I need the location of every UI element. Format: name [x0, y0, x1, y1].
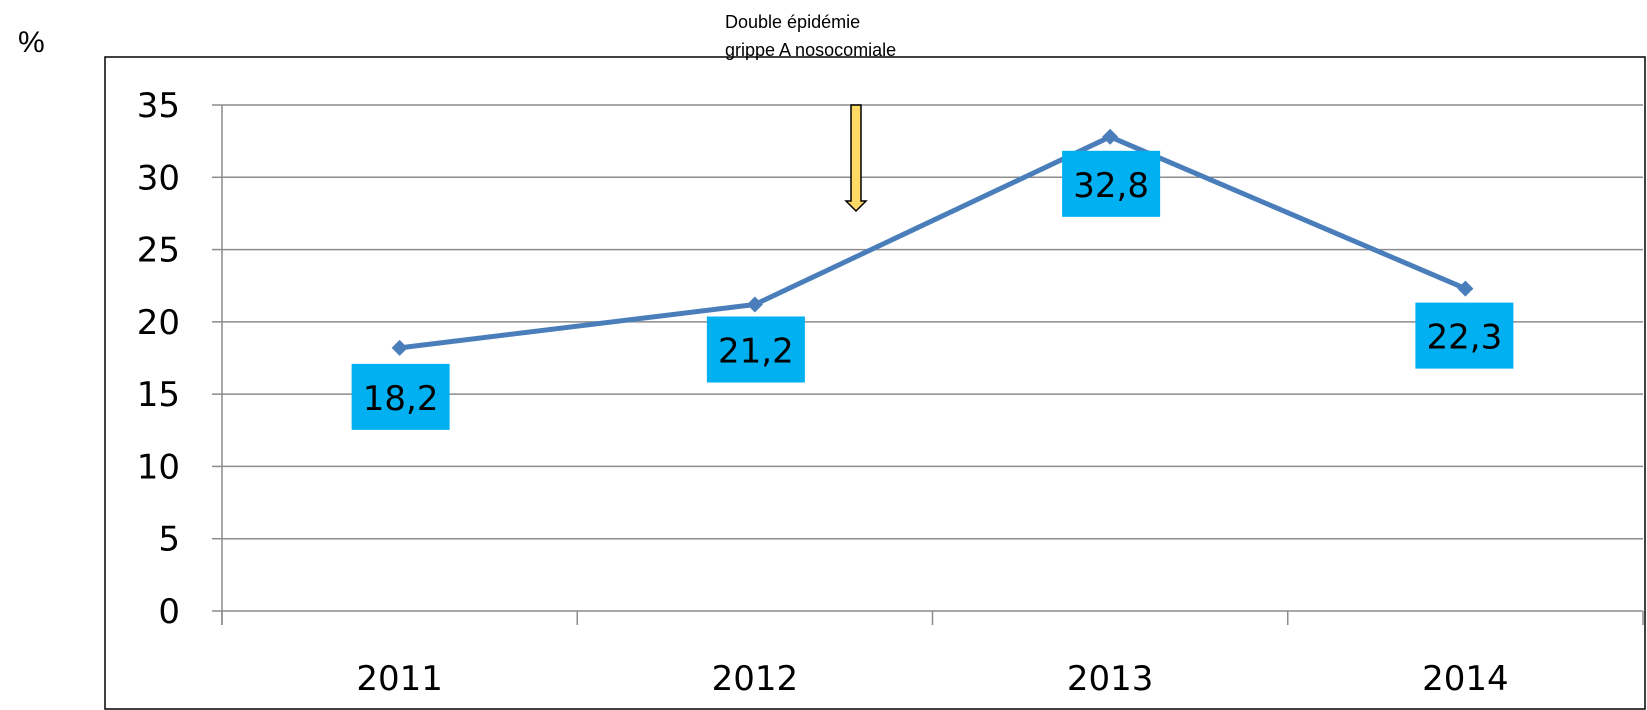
- y-tick-label: 0: [158, 592, 180, 632]
- data-labels: 18,2 21,2 32,8 22,3: [351, 150, 1514, 430]
- data-label-box: [351, 363, 450, 430]
- y-tick-label: 30: [137, 158, 180, 198]
- x-tick-label: 2014: [1422, 659, 1509, 699]
- data-point: [1457, 280, 1474, 297]
- series-line: [397, 134, 1468, 351]
- data-label-text: 22,3: [1427, 318, 1503, 358]
- data-point: [1102, 128, 1119, 145]
- markers: [391, 128, 1474, 356]
- y-axis-ticks: 0 5 10 15 20 25 30 35: [137, 86, 1644, 632]
- y-tick-label: 5: [158, 520, 180, 560]
- data-label-text: 32,8: [1073, 166, 1149, 206]
- y-tick-label: 25: [137, 231, 180, 271]
- data-point: [746, 296, 763, 313]
- y-tick-label: 35: [137, 86, 180, 126]
- x-axis-labels: 2011 2012 2013 2014: [356, 659, 1508, 699]
- annotation-arrow: [844, 104, 868, 213]
- data-label-text: 18,2: [363, 379, 439, 419]
- data-label-box: [706, 316, 805, 383]
- grid-lines: [222, 104, 1643, 540]
- data-label-text: 21,2: [718, 332, 794, 372]
- y-tick-label: 15: [137, 375, 180, 415]
- data-label-box: [1062, 150, 1161, 217]
- y-unit-label: %: [18, 26, 45, 59]
- data-point: [391, 339, 408, 356]
- series-layer: [397, 134, 1468, 351]
- annotation-line-1: Double épidémie: [725, 12, 860, 32]
- chart-border: [104, 56, 1646, 710]
- y-tick-label: 20: [137, 303, 180, 343]
- x-tick-label: 2013: [1067, 659, 1154, 699]
- annotation-line-2: grippe A nosocomiale: [725, 40, 896, 60]
- y-tick-label: 10: [137, 447, 180, 487]
- x-tick-label: 2011: [356, 659, 443, 699]
- data-label-box: [1415, 302, 1514, 369]
- annotation-arrow-shape: [844, 104, 868, 213]
- x-tick-label: 2012: [712, 659, 799, 699]
